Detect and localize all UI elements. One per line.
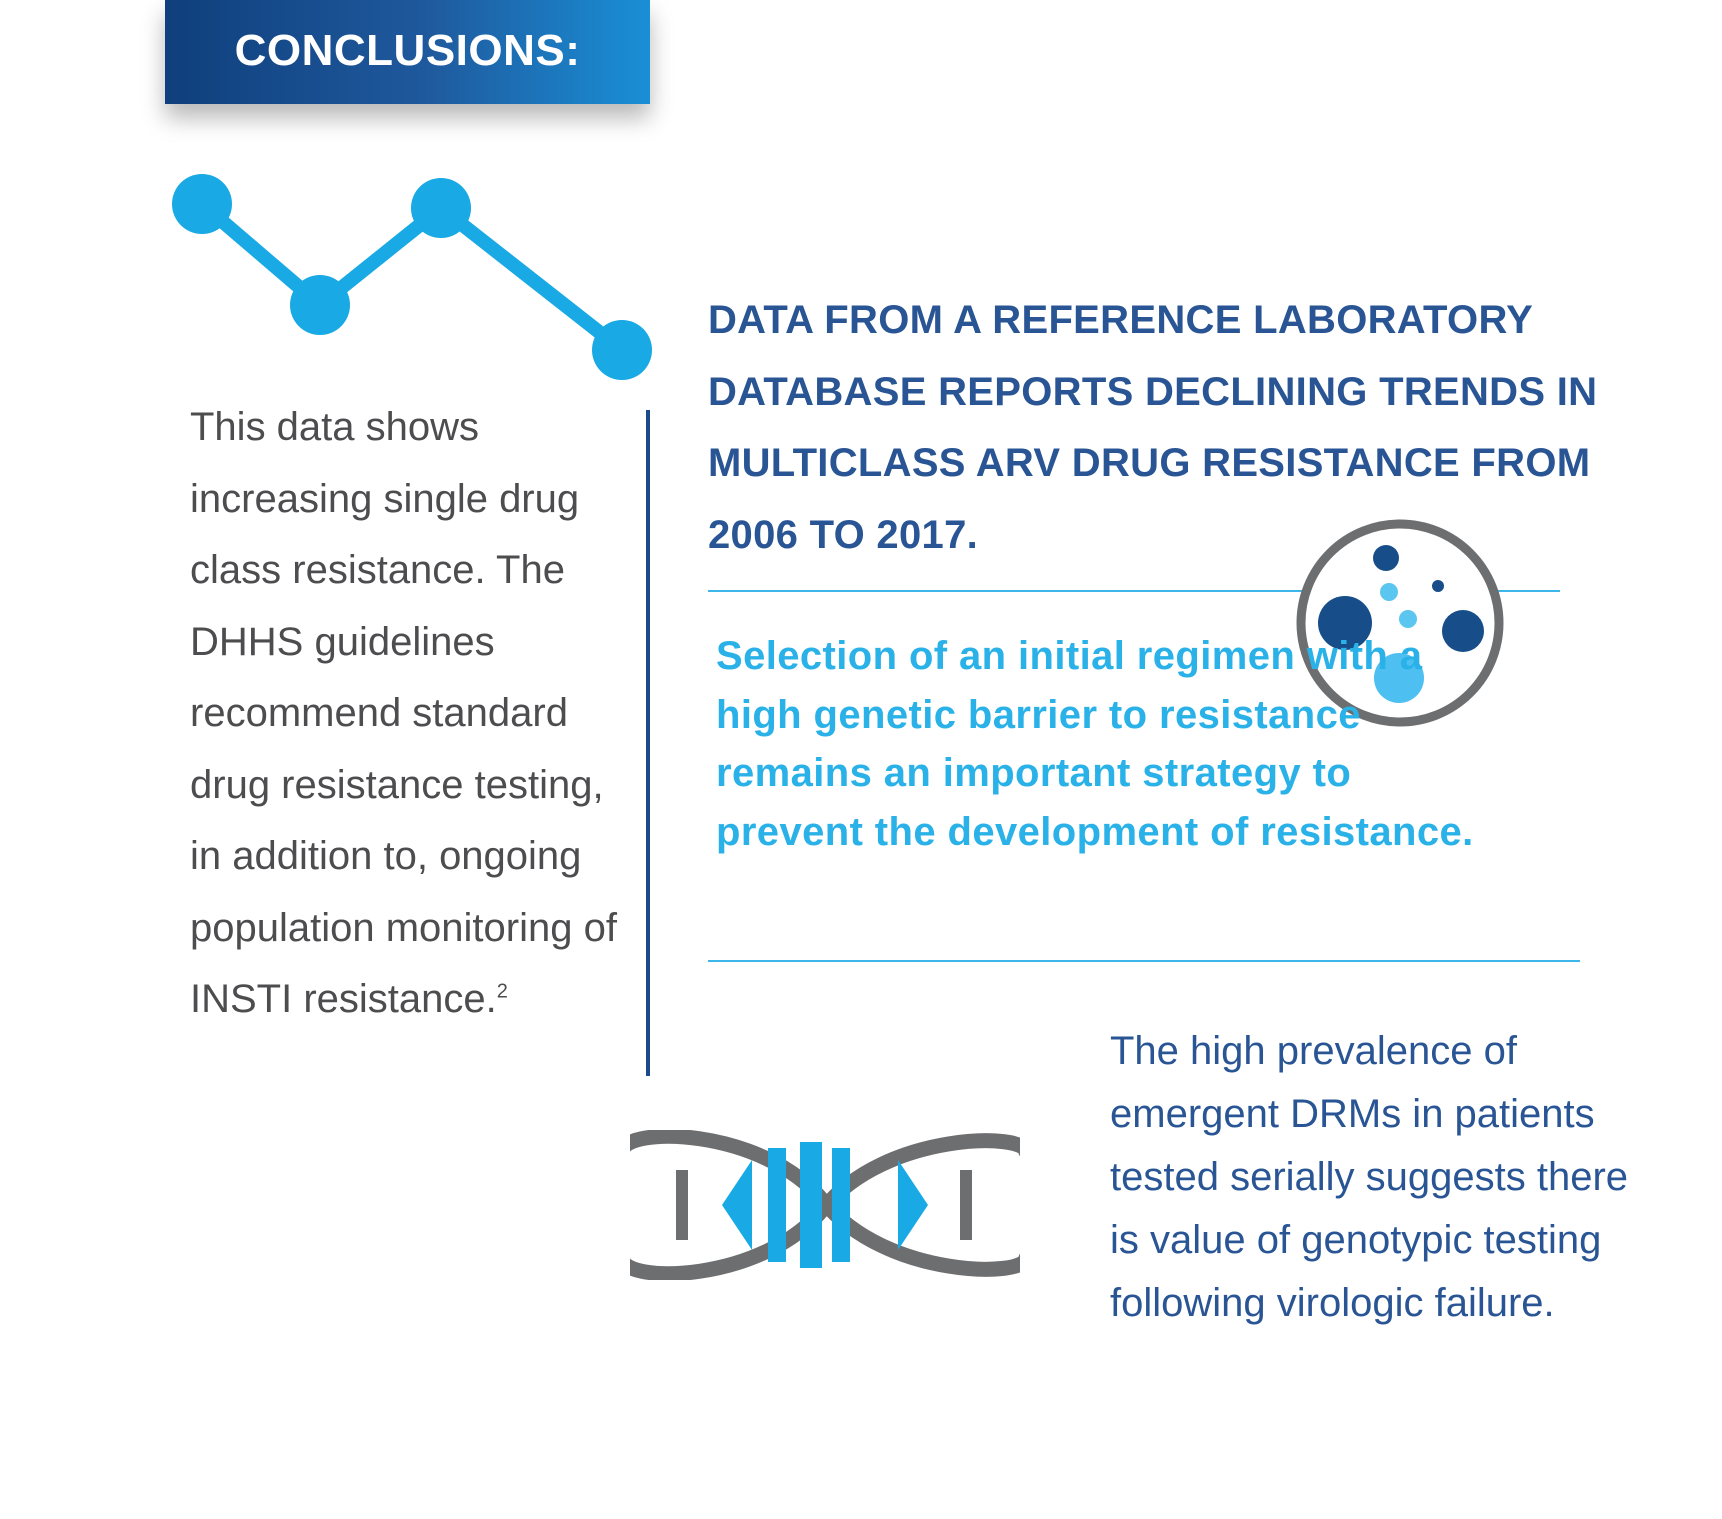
conclusions-banner: CONCLUSIONS: <box>165 0 650 104</box>
banner-title: CONCLUSIONS: <box>234 26 581 75</box>
headline: DATA FROM A REFERENCE LABORATORY DATABAS… <box>708 298 1598 557</box>
top-rule <box>708 590 1560 592</box>
bottom-rule <box>708 960 1580 962</box>
dna-helix-icon <box>630 1130 1020 1280</box>
line-trend-icon <box>172 174 652 380</box>
vertical-divider <box>646 410 650 1076</box>
left-body-text: This data shows increasing single drug c… <box>190 392 630 1036</box>
petri-dish-icon <box>1296 519 1504 727</box>
bottom-right-text: The high prevalence of emergent DRMs in … <box>1110 1029 1629 1325</box>
left-body-copy: This data shows increasing single drug c… <box>190 405 617 1021</box>
highlight-text: Selection of an initial regimen with a h… <box>716 634 1474 854</box>
footnote-marker: 2 <box>496 980 508 1003</box>
